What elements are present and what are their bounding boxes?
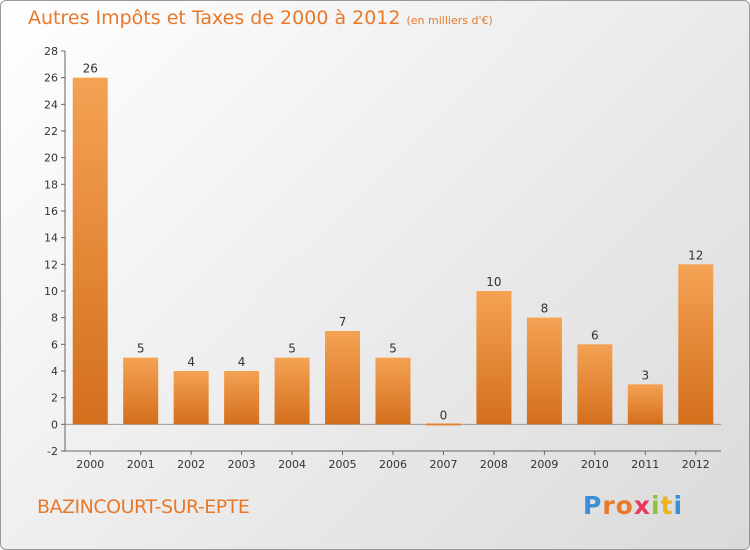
x-tick-label: 2005 [329,458,357,471]
logo-letter: t [660,491,674,520]
bar [375,357,411,425]
bar [224,371,260,425]
logo-letter: x [633,491,651,520]
bar [526,317,562,425]
y-tick-label: 2 [51,392,58,405]
y-tick-label: 28 [44,45,58,58]
y-tick-label: 8 [51,312,58,325]
y-tick-label: 20 [44,152,58,165]
bar-value-label: 5 [137,342,145,356]
x-tick-label: 2012 [682,458,710,471]
bar-value-label: 3 [641,368,649,382]
chart-title-group: Autres Impôts et Taxes de 2000 à 2012 (en… [28,7,493,29]
bar [325,331,361,425]
bar-value-label: 12 [688,248,703,262]
bar [274,357,310,425]
y-tick-label: 26 [44,72,58,85]
bar [72,77,108,425]
bar-value-label: 4 [187,355,195,369]
x-tick-label: 2000 [76,458,104,471]
y-tick-label: -2 [47,445,58,458]
bar-value-label: 4 [238,355,246,369]
logo-letter: P [583,491,603,520]
y-tick-label: 12 [44,258,58,271]
commune-name: BAZINCOURT-SUR-EPTE [37,496,250,518]
y-tick-label: 10 [44,285,58,298]
y-tick-label: 22 [44,125,58,138]
proxiti-logo[interactable]: Proxiti [583,491,683,520]
x-tick-label: 2009 [530,458,558,471]
y-tick-label: 4 [51,365,58,378]
logo-letter: i [651,491,661,520]
bar [123,357,159,425]
bar-value-label: 6 [591,328,599,342]
x-tick-label: 2008 [480,458,508,471]
y-tick-label: 16 [44,205,58,218]
x-tick-label: 2010 [581,458,609,471]
y-tick-label: 0 [51,418,58,431]
bar-value-label: 5 [288,342,296,356]
x-tick-label: 2004 [278,458,306,471]
bar-value-label: 26 [83,62,98,76]
x-tick-label: 2011 [631,458,659,471]
bar-value-label: 5 [389,342,397,356]
x-tick-label: 2006 [379,458,407,471]
bar-value-label: 0 [440,408,448,422]
x-tick-label: 2001 [127,458,155,471]
logo-letter: o [615,491,634,520]
bar-value-label: 10 [486,275,501,289]
bar-value-label: 8 [541,302,549,316]
logo-letter: i [673,491,684,520]
x-tick-label: 2003 [228,458,256,471]
bar [476,291,512,425]
chart-bars: 26 5 4 4 5 7 5 0 10 8 6 3 12 [72,62,714,426]
bar [627,384,663,425]
chart-subtitle: (en milliers d'€) [406,14,493,27]
logo-letter: r [602,491,616,520]
y-tick-label: 6 [51,338,58,351]
bar [678,264,714,425]
bar-value-label: 7 [339,315,347,329]
y-tick-label: 18 [44,178,58,191]
y-tick-label: 24 [44,98,58,111]
y-tick-label: 14 [44,232,58,245]
bar [577,344,613,425]
x-tick-label: 2002 [177,458,205,471]
bar [173,371,209,425]
bar [425,423,461,426]
x-tick-label: 2007 [429,458,457,471]
chart-title: Autres Impôts et Taxes de 2000 à 2012 [28,7,401,29]
